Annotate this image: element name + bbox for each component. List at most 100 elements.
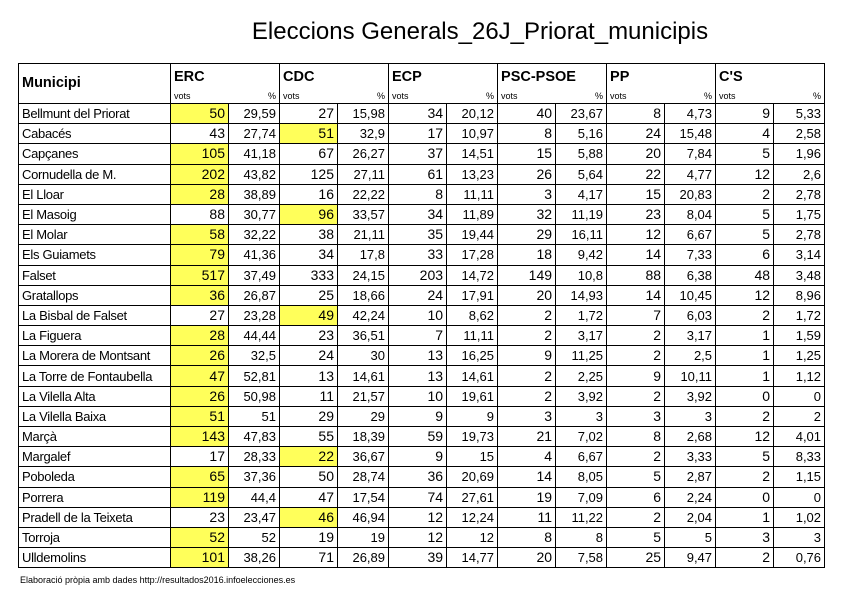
municipality: El Masoig	[18, 203, 171, 226]
percent-cell: 9,47	[664, 547, 717, 569]
votes-cell: 9	[606, 365, 665, 387]
votes-cell: 36	[388, 466, 447, 488]
data-row: Els Guiamets 79 41,36 34 17,8 33 17,28 18 9,42 14…	[18, 244, 826, 266]
votes-cell: 27	[170, 304, 229, 327]
votes-cell: 13	[388, 345, 447, 367]
votes-cell: 33	[388, 244, 447, 266]
percent-cell: 4,73	[664, 102, 717, 125]
votes-cell: 2	[606, 385, 665, 407]
percent-cell: 2,68	[664, 425, 717, 448]
votes-cell: 12	[715, 284, 774, 306]
data-row: El Molar 58 32,22 38 21,11 35 19,44 29 16,11 12 6,…	[18, 224, 826, 246]
subheader: vots%	[715, 90, 826, 104]
votes-cell: 50	[170, 102, 229, 125]
votes-cell: 4	[497, 446, 556, 468]
data-row: Poboleda 65 37,36 50 28,74 36 20,69 14 8,05 5 2,87…	[18, 466, 826, 488]
votes-cell: 3	[497, 183, 556, 205]
percent-cell: 10,45	[664, 284, 717, 306]
votes-cell: 2	[715, 547, 774, 569]
votes-cell: 5	[715, 203, 774, 226]
percent-cell: 17,8	[336, 244, 390, 266]
votes-cell: 105	[170, 143, 229, 165]
votes-cell: 1	[715, 345, 774, 367]
municipality: Margalef	[18, 446, 171, 468]
votes-cell: 23	[606, 203, 665, 226]
votes-cell: 74	[388, 486, 447, 508]
subheader: vots%	[278, 90, 390, 104]
percent-cell: 20,12	[446, 102, 499, 125]
votes-cell: 37	[388, 143, 447, 165]
votes-cell: 16	[279, 183, 338, 205]
percent-label: %	[813, 91, 822, 101]
percent-cell: 29,59	[228, 102, 280, 125]
votes-cell: 24	[388, 284, 447, 306]
percent-cell: 37,36	[228, 466, 280, 488]
percent-cell: 52,81	[228, 365, 280, 387]
percent-cell: 20,83	[664, 183, 717, 205]
votes-cell: 3	[715, 526, 774, 549]
percent-cell: 2,78	[773, 183, 826, 205]
percent-cell: 47,83	[228, 425, 280, 448]
municipality: La Bisbal de Falset	[18, 304, 171, 327]
percent-cell: 8,62	[446, 304, 499, 327]
votes-cell: 26	[170, 345, 229, 367]
percent-cell: 0	[773, 385, 826, 407]
percent-cell: 22,22	[336, 183, 390, 205]
percent-cell: 2,78	[773, 224, 826, 246]
percent-cell: 23,28	[228, 304, 280, 327]
percent-cell: 5,16	[555, 123, 608, 145]
votes-cell: 10	[388, 304, 447, 327]
percent-cell: 11,11	[446, 325, 499, 347]
percent-cell: 19,44	[446, 224, 499, 246]
percent-cell: 6,03	[664, 304, 717, 327]
percent-cell: 26,87	[228, 284, 280, 306]
percent-cell: 1,25	[773, 345, 826, 367]
percent-cell: 10,97	[446, 123, 499, 145]
votes-cell: 39	[388, 547, 447, 569]
votes-cell: 3	[606, 405, 665, 428]
votes-cell: 19	[497, 486, 556, 508]
percent-cell: 0	[773, 486, 826, 508]
percent-cell: 32,9	[336, 123, 390, 145]
municipality: Cabacés	[18, 123, 171, 145]
subheader: vots%	[388, 90, 499, 104]
votes-label: vots	[283, 91, 300, 101]
percent-cell: 14,61	[446, 365, 499, 387]
votes-cell: 23	[170, 506, 229, 528]
percent-cell: 26,27	[336, 143, 390, 165]
votes-cell: 32	[497, 203, 556, 226]
votes-cell: 0	[715, 385, 774, 407]
votes-cell: 48	[715, 264, 774, 286]
percent-cell: 19	[336, 526, 390, 549]
votes-cell: 2	[606, 506, 665, 528]
municipality: La Torre de Fontaubella	[18, 365, 171, 387]
votes-cell: 5	[606, 466, 665, 488]
percent-cell: 1,15	[773, 466, 826, 488]
percent-cell: 3	[555, 405, 608, 428]
percent-cell: 5	[664, 526, 717, 549]
votes-cell: 119	[170, 486, 229, 508]
votes-cell: 55	[279, 425, 338, 448]
municipality: La Vilella Baixa	[18, 405, 171, 428]
votes-cell: 9	[715, 102, 774, 125]
party-header: CDC	[278, 63, 390, 90]
votes-cell: 9	[497, 345, 556, 367]
percent-cell: 1,02	[773, 506, 826, 528]
votes-cell: 143	[170, 425, 229, 448]
votes-cell: 22	[279, 446, 338, 468]
votes-cell: 65	[170, 466, 229, 488]
percent-cell: 36,51	[336, 325, 390, 347]
votes-label: vots	[719, 91, 736, 101]
votes-cell: 6	[715, 244, 774, 266]
percent-cell: 2,58	[773, 123, 826, 145]
votes-cell: 8	[497, 123, 556, 145]
percent-cell: 27,11	[336, 163, 390, 185]
percent-cell: 8,05	[555, 466, 608, 488]
percent-cell: 3,17	[664, 325, 717, 347]
percent-cell: 32,22	[228, 224, 280, 246]
municipality: Bellmunt del Priorat	[18, 102, 171, 125]
percent-cell: 29	[336, 405, 390, 428]
votes-cell: 8	[388, 183, 447, 205]
percent-cell: 7,33	[664, 244, 717, 266]
votes-cell: 25	[279, 284, 338, 306]
